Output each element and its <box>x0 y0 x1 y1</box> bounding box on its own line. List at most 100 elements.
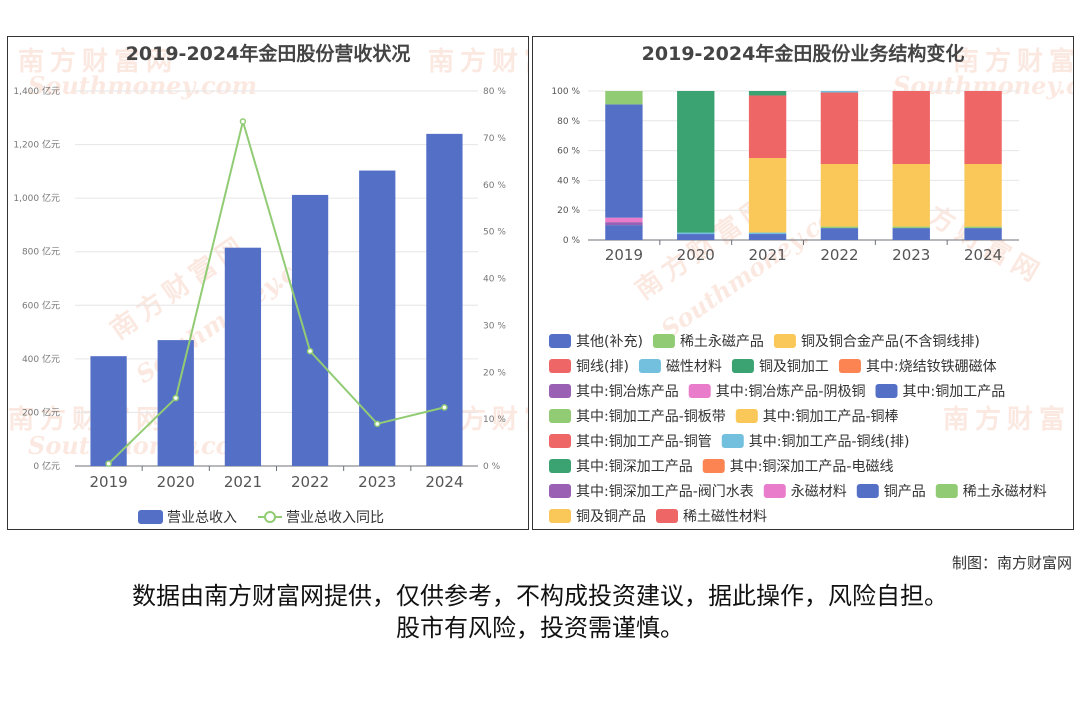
stack-segment <box>605 222 643 226</box>
legend-label: 铜产品 <box>884 484 926 500</box>
legend-swatch <box>549 484 571 498</box>
legend-label: 铜及铜产品 <box>576 509 646 525</box>
legend-swatch <box>549 359 571 373</box>
legend-swatch-revenue <box>138 510 163 524</box>
legend-swatch <box>702 459 725 473</box>
y-left-tick-label: 600 亿元 <box>22 299 60 311</box>
legend-swatch <box>549 459 571 473</box>
stack-segment <box>605 217 643 223</box>
legend-label: 铜及铜合金产品(不含铜线排) <box>801 334 980 350</box>
legend-label: 其中:铜深加工产品-电磁线 <box>730 459 894 475</box>
legend-swatch <box>856 484 879 498</box>
legend-swatch <box>773 334 796 348</box>
y-left-tick-label: 800 亿元 <box>22 246 60 258</box>
y-left-tick-label: 200 亿元 <box>22 406 60 418</box>
x-tick-label: 2024 <box>425 473 463 491</box>
x-tick-label: 2019 <box>89 473 127 491</box>
legend-label: 其中:铜加工产品-铜板带 <box>576 409 726 425</box>
x-tick-label: 2022 <box>291 473 329 491</box>
yoy-point <box>441 404 448 411</box>
x-tick-label: 2022 <box>820 246 858 264</box>
legend-swatch <box>549 509 571 523</box>
disclaimer-line-1: 数据由南方财富网提供，仅供参考，不构成投资建议，据此操作，风险自担。 <box>132 582 948 610</box>
y-tick-label: 0 % <box>563 236 581 246</box>
legend-label: 铜线(排) <box>576 359 629 375</box>
x-tick-label: 2021 <box>224 473 262 491</box>
y-tick-label: 20 % <box>557 206 580 216</box>
x-tick-label: 2024 <box>964 246 1002 264</box>
legend-label: 其中:铜冶炼产品-阴极铜 <box>716 384 866 400</box>
x-tick-label: 2019 <box>605 246 643 264</box>
y-tick-label: 60 % <box>557 147 580 157</box>
stack-segment <box>892 91 930 165</box>
stack-segment <box>964 91 1002 165</box>
y-right-tick-label: 70 % <box>483 134 506 144</box>
y-right-tick-label: 10 % <box>483 415 506 425</box>
y-right-tick-label: 50 % <box>483 228 506 238</box>
stack-segment <box>820 91 859 93</box>
legend-label: 其中:铜加工产品-铜棒 <box>763 409 899 425</box>
revenue-bar <box>426 133 463 466</box>
legend-swatch <box>652 334 675 348</box>
chart-credit: 制图：南方财富网 <box>951 554 1072 572</box>
revenue-bar <box>157 340 194 466</box>
legend-swatch <box>549 384 571 398</box>
stack-segment <box>748 91 787 96</box>
legend-label: 其中:铜加工产品-铜管 <box>576 434 712 450</box>
stack-segment <box>677 91 715 233</box>
y-tick-label: 100 % <box>551 87 580 97</box>
y-left-tick-label: 1,200 亿元 <box>13 139 60 151</box>
stack-segment <box>892 228 930 240</box>
yoy-point <box>239 118 247 125</box>
legend-label: 其中:铜深加工产品 <box>576 459 693 475</box>
stack-segment <box>677 234 715 240</box>
legend-swatch <box>549 409 571 423</box>
legend-swatch <box>549 434 571 448</box>
revenue-chart-svg: 0 亿元 200 亿元 400 亿元 600 亿元 800 亿元 1,000 亿元 1,20… <box>13 85 506 526</box>
structure-chart-svg: 0 % 20 % 40 % 60 % 80 % 100 % 2019 2020 2021 2022… <box>549 87 1047 525</box>
legend-label: 其中:铜加工产品-铜线(排) <box>749 434 910 450</box>
x-tick-label: 2020 <box>677 246 715 264</box>
legend-label: 稀土磁性材料 <box>683 509 767 525</box>
stack-segment <box>677 232 715 235</box>
legend-swatch <box>875 384 898 398</box>
legend-label: 铜及铜加工 <box>759 359 829 375</box>
stack-segment <box>964 164 1002 227</box>
legend-label-yoy: 营业总收入同比 <box>286 510 384 526</box>
yoy-point <box>172 394 179 402</box>
x-tick-label: 2020 <box>157 473 195 491</box>
legend-label: 稀土永磁材料 <box>963 484 1047 500</box>
y-left-tick-label: 1,000 亿元 <box>13 192 60 204</box>
stack-segment <box>964 228 1002 240</box>
legend-swatch <box>838 359 861 373</box>
yoy-point <box>374 420 381 428</box>
legend-label-revenue: 营业总收入 <box>167 510 237 526</box>
y-left-tick-label: 400 亿元 <box>22 353 60 365</box>
y-tick-label: 40 % <box>557 176 580 186</box>
stack-segment <box>892 164 930 227</box>
stack-segment <box>964 226 1002 229</box>
stack-segment <box>820 226 859 229</box>
y-right-tick-label: 80 % <box>483 87 506 97</box>
yoy-point <box>306 347 314 355</box>
disclaimer-line-2: 股市有风险，投资需谨慎。 <box>396 614 684 642</box>
stack-segment <box>605 104 643 218</box>
legend-swatch <box>656 509 678 523</box>
revenue-bar <box>291 194 329 466</box>
stack-segment <box>748 232 787 235</box>
structure-chart-title: 2019-2024年金田股份业务结构变化 <box>641 43 965 65</box>
stack-segment <box>820 228 859 240</box>
stack-segment <box>605 225 643 240</box>
yoy-line <box>107 117 445 465</box>
stack-segment <box>748 158 787 233</box>
x-tick-label: 2023 <box>358 473 396 491</box>
legend-swatch <box>735 409 758 423</box>
legend-swatch <box>731 359 754 373</box>
legend-swatch-yoy-point <box>264 511 276 523</box>
y-right-tick-label: 20 % <box>483 368 506 378</box>
legend-label: 其中:铜加工产品 <box>903 384 1006 400</box>
y-right-tick-label: 60 % <box>483 181 506 191</box>
legend-swatch <box>638 359 661 373</box>
legend-label: 其中:铜冶炼产品 <box>576 384 679 400</box>
legend-label: 其中:铜深加工产品-阀门水表 <box>576 484 754 500</box>
